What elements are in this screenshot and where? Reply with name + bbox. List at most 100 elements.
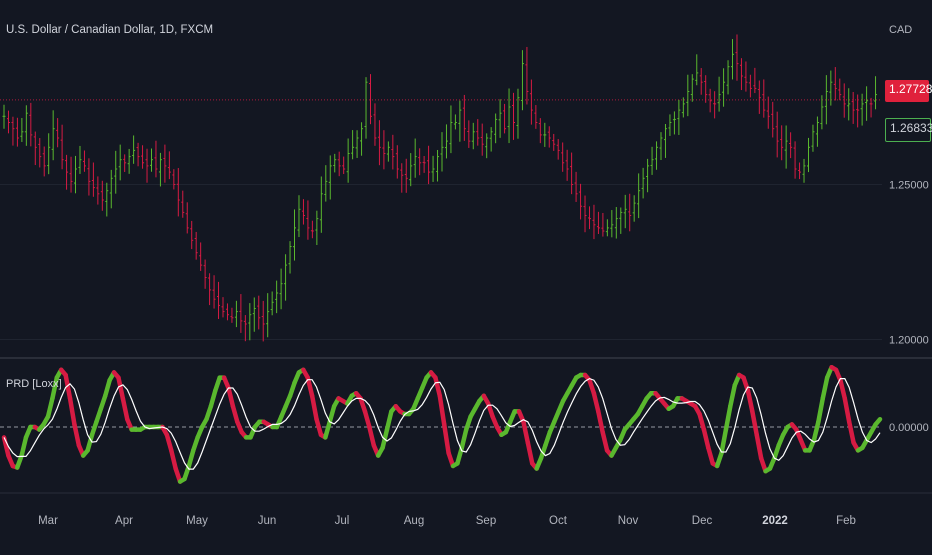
price-bar bbox=[141, 145, 145, 169]
osc-segment bbox=[596, 409, 605, 435]
price-bar bbox=[757, 80, 761, 114]
price-bar bbox=[15, 117, 19, 147]
price-bar bbox=[324, 165, 328, 202]
price-bar bbox=[646, 158, 650, 193]
price-bar bbox=[33, 131, 37, 166]
price-bar bbox=[100, 180, 104, 211]
osc-segment bbox=[164, 432, 174, 453]
price-bar bbox=[699, 68, 703, 95]
price-bar bbox=[744, 61, 748, 92]
price-bar bbox=[614, 207, 618, 239]
price-bar bbox=[842, 83, 846, 118]
price-bar bbox=[552, 133, 556, 151]
osc-segment bbox=[441, 422, 451, 456]
osc-segment bbox=[587, 377, 597, 396]
price-bar bbox=[288, 241, 292, 274]
price-bar bbox=[766, 96, 770, 129]
price-bar bbox=[328, 155, 332, 200]
price-bar bbox=[735, 34, 739, 81]
price-bar bbox=[798, 162, 802, 180]
price-bar bbox=[91, 162, 95, 197]
price-bar bbox=[713, 91, 717, 119]
price-bar bbox=[833, 67, 837, 101]
price-bar bbox=[2, 104, 6, 129]
price-bar bbox=[409, 153, 413, 187]
price-tick-label: 1.20000 bbox=[889, 335, 929, 347]
price-bar bbox=[529, 79, 533, 125]
osc-segment bbox=[873, 416, 883, 427]
last-price-tag: 1.27728 bbox=[885, 80, 932, 102]
price-bar bbox=[87, 158, 91, 196]
osc-segment bbox=[226, 385, 236, 409]
price-bar bbox=[458, 100, 462, 142]
price-bar bbox=[346, 138, 350, 183]
price-bar bbox=[194, 231, 198, 260]
price-bar bbox=[677, 99, 681, 135]
osc-segment bbox=[204, 403, 214, 422]
price-bar bbox=[190, 220, 194, 250]
price-bar bbox=[65, 154, 69, 190]
osc-segment bbox=[846, 419, 856, 445]
price-bar bbox=[547, 126, 551, 148]
green-price-tag: 1.26833 bbox=[885, 118, 932, 142]
price-bar bbox=[520, 50, 524, 111]
price-bar bbox=[476, 119, 480, 146]
price-bar bbox=[96, 176, 100, 205]
price-bar bbox=[556, 139, 560, 160]
price-bar bbox=[355, 130, 359, 158]
osc-segment bbox=[191, 435, 200, 453]
osc-segment bbox=[208, 388, 218, 409]
price-bar bbox=[167, 151, 171, 180]
price-bar bbox=[395, 145, 399, 179]
price-bar bbox=[793, 141, 797, 179]
price-bar bbox=[118, 144, 122, 181]
osc-segment bbox=[838, 377, 848, 401]
price-bar bbox=[583, 195, 587, 233]
price-bar bbox=[637, 173, 641, 219]
price-bar bbox=[726, 60, 730, 95]
price-bar bbox=[24, 105, 28, 146]
price-bar bbox=[431, 155, 435, 182]
price-bar bbox=[690, 74, 694, 102]
price-bar bbox=[208, 273, 212, 306]
symbol-title: U.S. Dollar / Canadian Dollar, 1D, FXCM bbox=[6, 24, 214, 36]
price-bar bbox=[874, 76, 878, 110]
price-bar bbox=[400, 163, 404, 193]
price-bar bbox=[753, 67, 757, 94]
price-bar bbox=[668, 114, 672, 136]
price-bar bbox=[176, 168, 180, 217]
price-bar bbox=[650, 146, 654, 175]
osc-segment bbox=[842, 396, 852, 425]
price-bar bbox=[811, 124, 815, 152]
price-bar bbox=[386, 141, 390, 162]
osc-segment bbox=[728, 383, 737, 409]
price-bar bbox=[136, 142, 140, 167]
time-axis-label: May bbox=[186, 515, 208, 527]
price-bar bbox=[485, 133, 489, 159]
price-bar bbox=[351, 130, 355, 160]
price-bar bbox=[239, 294, 243, 333]
osc-segment bbox=[463, 414, 473, 432]
osc-segment bbox=[323, 419, 332, 440]
price-bar bbox=[806, 137, 810, 173]
osc-segment bbox=[19, 435, 29, 458]
price-bar bbox=[489, 127, 493, 152]
osc-segment bbox=[1, 435, 11, 458]
price-bar bbox=[333, 153, 337, 173]
osc-tick-label: 0.00000 bbox=[889, 422, 929, 434]
price-bar bbox=[824, 75, 828, 125]
price-bar bbox=[297, 195, 301, 238]
time-axis-label: Apr bbox=[115, 515, 133, 527]
price-bar bbox=[248, 303, 252, 341]
osc-segment bbox=[433, 375, 443, 399]
price-bar bbox=[337, 151, 341, 177]
price-bar bbox=[512, 92, 516, 140]
price-bar bbox=[632, 195, 636, 222]
osc-segment bbox=[600, 429, 610, 453]
osc-segment bbox=[521, 419, 531, 445]
price-bar bbox=[257, 295, 261, 330]
osc-segment bbox=[85, 432, 95, 453]
price-bar bbox=[217, 281, 221, 319]
